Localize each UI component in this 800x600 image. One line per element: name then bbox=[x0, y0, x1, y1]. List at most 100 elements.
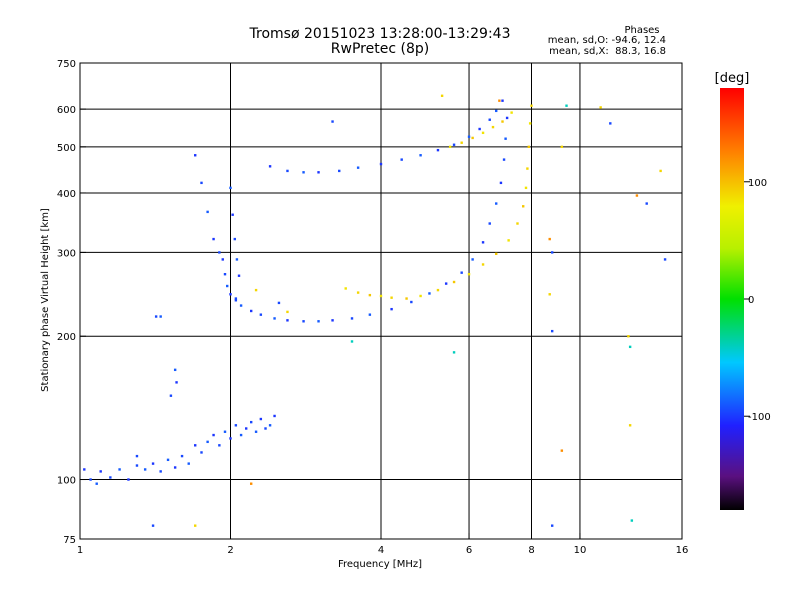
data-point bbox=[419, 154, 422, 157]
x-tick-label: 6 bbox=[466, 545, 472, 556]
data-point bbox=[83, 468, 86, 471]
data-point bbox=[151, 462, 155, 465]
data-point bbox=[286, 319, 289, 322]
data-point bbox=[212, 237, 215, 241]
colorbar-tick-label: 0 bbox=[748, 295, 754, 306]
data-point bbox=[478, 127, 481, 131]
data-point bbox=[350, 340, 354, 343]
y-tick-label: 600 bbox=[57, 105, 76, 116]
data-point bbox=[159, 470, 162, 473]
data-point bbox=[235, 258, 239, 261]
data-point bbox=[628, 424, 632, 427]
data-point bbox=[440, 94, 444, 97]
data-point bbox=[245, 427, 248, 430]
data-point bbox=[436, 148, 440, 152]
data-point bbox=[548, 237, 551, 241]
data-point bbox=[565, 104, 568, 107]
data-point bbox=[460, 271, 463, 274]
data-point bbox=[143, 468, 147, 471]
data-point bbox=[495, 202, 498, 205]
data-point bbox=[507, 239, 510, 242]
data-point bbox=[259, 313, 263, 316]
data-point bbox=[286, 310, 289, 314]
colorbar-ticks: 100 0 -100 bbox=[744, 178, 771, 423]
data-point bbox=[495, 109, 498, 113]
data-point bbox=[302, 320, 305, 323]
y-tick-label: 750 bbox=[57, 59, 76, 70]
data-point bbox=[194, 154, 197, 157]
y-tick-label: 500 bbox=[57, 143, 76, 154]
data-point bbox=[169, 394, 173, 397]
data-point bbox=[452, 280, 456, 284]
data-point bbox=[273, 414, 276, 418]
data-point bbox=[317, 320, 320, 323]
data-point bbox=[550, 524, 554, 527]
data-point bbox=[400, 158, 403, 161]
data-point bbox=[331, 319, 334, 322]
data-point bbox=[560, 449, 564, 452]
data-point bbox=[481, 263, 485, 266]
data-point bbox=[99, 470, 102, 473]
data-point bbox=[218, 251, 221, 254]
data-point bbox=[368, 293, 372, 297]
data-point bbox=[234, 424, 238, 427]
data-point bbox=[599, 106, 602, 109]
colorbar bbox=[720, 88, 744, 510]
data-point bbox=[467, 273, 471, 276]
data-point bbox=[249, 482, 253, 485]
data-point bbox=[609, 122, 612, 125]
data-point bbox=[95, 482, 98, 485]
data-point bbox=[467, 135, 471, 138]
colorbar-tick-label: 100 bbox=[748, 178, 767, 189]
data-point bbox=[510, 111, 513, 114]
stats-heading: Phases bbox=[624, 25, 659, 36]
data-point bbox=[234, 299, 238, 302]
y-tick-label: 100 bbox=[57, 476, 76, 487]
data-point bbox=[151, 524, 155, 527]
data-point bbox=[436, 288, 440, 292]
y-tick-label: 300 bbox=[57, 248, 76, 259]
data-point bbox=[491, 125, 495, 129]
data-point bbox=[254, 430, 258, 433]
data-point bbox=[524, 186, 528, 190]
data-point bbox=[350, 317, 354, 320]
data-points bbox=[83, 94, 667, 527]
data-point bbox=[522, 205, 525, 208]
data-point bbox=[635, 194, 639, 197]
data-point bbox=[390, 307, 393, 311]
data-point bbox=[206, 210, 209, 214]
grid-lines bbox=[80, 63, 682, 539]
colorbar-tick-label: -100 bbox=[748, 412, 771, 423]
data-point bbox=[135, 464, 139, 467]
data-point bbox=[173, 368, 177, 372]
data-point bbox=[259, 417, 263, 421]
data-point bbox=[194, 524, 197, 527]
data-point bbox=[239, 433, 243, 437]
data-point bbox=[223, 273, 227, 276]
y-tick-label: 75 bbox=[63, 535, 76, 546]
data-point bbox=[379, 162, 383, 166]
data-point bbox=[356, 291, 360, 294]
data-point bbox=[277, 301, 281, 305]
data-point bbox=[428, 292, 431, 295]
data-point bbox=[471, 258, 474, 261]
data-point bbox=[249, 309, 253, 313]
data-point bbox=[166, 458, 170, 462]
data-point bbox=[206, 440, 209, 444]
data-point bbox=[212, 433, 215, 437]
data-point bbox=[89, 478, 92, 481]
data-point bbox=[233, 237, 236, 241]
data-point bbox=[502, 158, 506, 161]
data-point bbox=[109, 476, 112, 479]
data-point bbox=[194, 444, 197, 447]
data-point bbox=[630, 519, 634, 522]
data-point bbox=[229, 186, 232, 190]
data-point bbox=[663, 258, 667, 261]
data-point bbox=[268, 165, 272, 168]
data-point bbox=[410, 300, 413, 304]
data-point bbox=[499, 181, 503, 185]
data-point bbox=[226, 284, 229, 288]
data-point bbox=[135, 454, 139, 458]
data-point bbox=[645, 202, 648, 205]
